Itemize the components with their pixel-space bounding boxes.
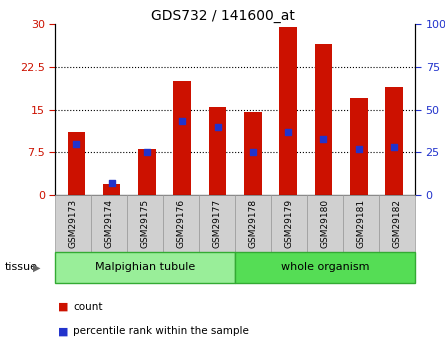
Point	[214, 124, 221, 129]
Text: GSM29178: GSM29178	[249, 199, 258, 248]
Bar	[315, 44, 332, 195]
Text: percentile rank within the sample: percentile rank within the sample	[73, 326, 249, 336]
Bar	[103, 184, 121, 195]
Text: GSM29174: GSM29174	[105, 199, 113, 248]
Point	[284, 129, 291, 135]
Bar	[350, 98, 368, 195]
Text: ▶: ▶	[33, 263, 41, 272]
Text: GSM29173: GSM29173	[69, 199, 78, 248]
Text: whole organism: whole organism	[281, 263, 369, 272]
Point	[390, 144, 397, 150]
Text: GSM29180: GSM29180	[321, 199, 330, 248]
Point	[320, 136, 327, 141]
Text: Malpighian tubule: Malpighian tubule	[95, 263, 195, 272]
Point	[249, 149, 256, 155]
Text: GSM29179: GSM29179	[285, 199, 294, 248]
Point	[355, 146, 362, 151]
Point	[73, 141, 80, 146]
Point	[143, 149, 150, 155]
Bar	[209, 107, 227, 195]
Point	[108, 180, 115, 186]
Text: GSM29181: GSM29181	[357, 199, 366, 248]
Bar	[68, 132, 85, 195]
Text: GSM29175: GSM29175	[141, 199, 150, 248]
Text: GSM29182: GSM29182	[392, 199, 402, 248]
Text: tissue: tissue	[4, 263, 37, 272]
Bar	[174, 81, 191, 195]
Text: GDS732 / 141600_at: GDS732 / 141600_at	[150, 9, 295, 23]
Bar	[138, 149, 156, 195]
Text: GSM29177: GSM29177	[213, 199, 222, 248]
Text: count: count	[73, 302, 103, 312]
Text: ■: ■	[58, 326, 69, 336]
Point	[179, 119, 186, 124]
Text: ■: ■	[58, 302, 69, 312]
Bar	[279, 27, 297, 195]
Text: GSM29176: GSM29176	[177, 199, 186, 248]
Bar	[244, 112, 262, 195]
Bar	[385, 87, 403, 195]
